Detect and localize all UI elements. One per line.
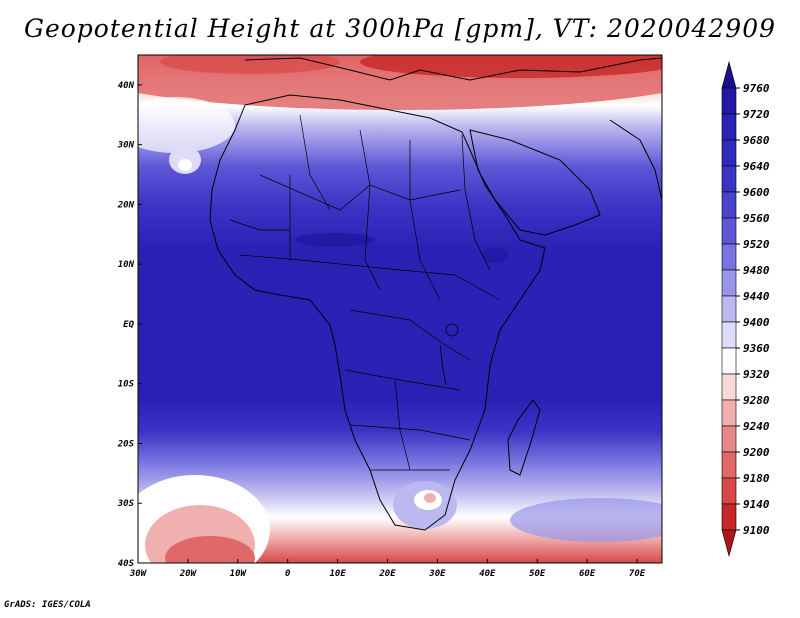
x-tick-label: 10W [230,569,248,579]
colorbar-swatch [721,87,737,115]
coastlines [209,57,662,531]
colorbar-swatch [721,399,737,427]
colorbar-swatch [721,451,737,479]
colorbar-label: 9480 [743,264,770,277]
colorbar-swatch [721,217,737,245]
south-africa-low-core [424,493,436,503]
borders [229,114,501,471]
colorbar-label: 9180 [743,472,770,485]
x-tick-label: 10E [329,569,346,579]
colorbar-label: 9680 [743,134,770,147]
europe-coastline [244,57,662,81]
colorbar-swatch [721,295,737,323]
atlantic-cutoff-inner [178,159,192,171]
madagascar-coastline [507,399,541,476]
north-trough-core [360,55,662,78]
colorbar-label: 9100 [743,524,770,537]
colorbar-swatch [721,373,737,401]
colorbar-swatch [721,191,737,219]
x-tick-label: 0 [285,569,291,579]
colorbar-label: 9520 [743,238,770,251]
colorbar-swatch [721,477,737,505]
map-frame [137,54,663,564]
y-tick-label: 40N [118,81,135,91]
y-tick-label: 10S [118,380,135,390]
colorbar-label: 9140 [743,498,770,511]
y-tick-label: 20N [117,200,135,210]
colorbar-swatch [721,503,737,531]
colorbar-label: 9600 [743,186,770,199]
colorbar-swatch [721,113,737,141]
chart-title: Geopotential Height at 300hPa [gpm], VT:… [23,14,777,43]
colorbar-label: 9280 [743,394,770,407]
y-tick-label: 10N [118,260,135,270]
x-tick-label: 30W [129,569,148,579]
grads-credit: GrADS: IGES/COLA [4,600,91,610]
x-tick-label: 20W [179,569,198,579]
y-axis: 40N 30N 20N 10N EQ 10S 20S 30S 40S [117,81,142,569]
y-tick-label: 30S [117,499,135,509]
colorbar-label: 9400 [743,316,770,329]
africa-coastline [209,94,546,531]
colorbar-label: 9200 [743,446,770,459]
colorbar-label: 9360 [743,342,770,355]
x-axis: 30W 20W 10W 0 10E 20E 30E 40E 50E 60E 70E [129,559,646,579]
lake-victoria [445,323,459,337]
colorbar-label: 9640 [743,160,770,173]
y-tick-label: 20S [117,439,135,449]
x-tick-label: 60E [579,569,596,579]
colorbar-swatch [721,269,737,297]
colorbar-swatch [721,139,737,167]
north-trough-west [160,55,340,74]
colorbar-swatch [721,425,737,453]
arabia-coastline [469,129,601,236]
colorbar-swatch [721,529,737,558]
colorbar-label: 9320 [743,368,770,381]
colorbar-swatch [721,347,737,375]
colorbar-label: 9720 [743,108,770,121]
sahel-high-core [295,233,375,247]
lake-tanganyika [439,344,447,386]
south-atlantic-trough-core [165,536,255,563]
india-coastline [609,119,662,201]
colorbar-label: 9760 [743,82,770,95]
colorbar-swatch [721,165,737,193]
south-indian-trough [510,498,662,542]
colorbar-label: 9240 [743,420,770,433]
x-tick-label: 30E [428,569,446,579]
y-tick-label: 40S [118,559,135,569]
colorbar-swatch [721,321,737,349]
colorbar-label: 9440 [743,290,770,303]
x-tick-label: 50E [529,569,546,579]
colorbar-label: 9560 [743,212,770,225]
colorbar-swatch [721,243,737,271]
ethiopia-high-core [481,247,509,263]
map-chart: 30W 20W 10W 0 10E 20E 30E 40E 50E 60E 70E 40N 30N 20… [117,54,770,579]
y-tick-label: EQ [123,320,134,330]
x-tick-label: 40E [479,569,496,579]
x-tick-label: 70E [629,569,646,579]
colorbar: 9760 9720 9680 9640 9600 9560 9520 9480 9440 9400… [721,60,770,558]
x-tick-label: 20E [378,569,396,579]
atlantic-ridge-white [138,97,235,153]
y-tick-label: 30N [117,141,135,151]
colorbar-swatch [721,60,737,89]
